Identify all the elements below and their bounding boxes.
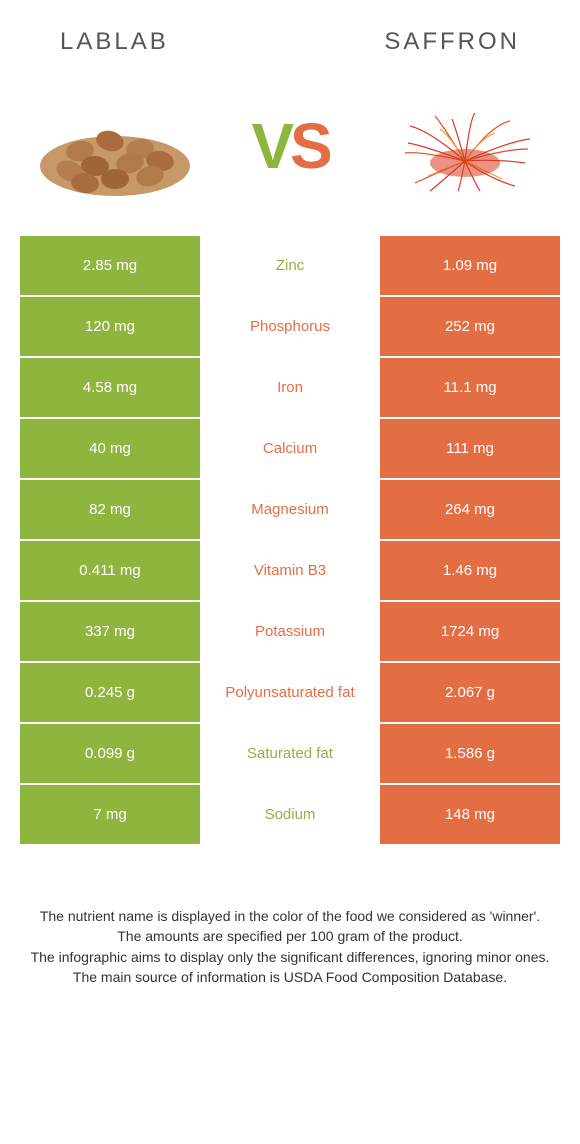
table-row: 120 mgPhosphorus252 mg <box>20 297 560 356</box>
comparison-table: 2.85 mgZinc1.09 mg120 mgPhosphorus252 mg… <box>0 236 580 844</box>
left-value-cell: 4.58 mg <box>20 358 200 417</box>
nutrient-label: Polyunsaturated fat <box>200 663 380 722</box>
left-value-cell: 7 mg <box>20 785 200 844</box>
table-row: 4.58 mgIron11.1 mg <box>20 358 560 417</box>
table-row: 337 mgPotassium1724 mg <box>20 602 560 661</box>
nutrient-label: Iron <box>200 358 380 417</box>
nutrient-label: Potassium <box>200 602 380 661</box>
right-food-image <box>380 86 550 206</box>
left-value-cell: 40 mg <box>20 419 200 478</box>
right-food-title: Saffron <box>384 28 520 56</box>
right-value-cell: 1.09 mg <box>380 236 560 295</box>
right-value-cell: 1.586 g <box>380 724 560 783</box>
vs-v: V <box>251 110 290 182</box>
right-value-cell: 2.067 g <box>380 663 560 722</box>
table-row: 40 mgCalcium111 mg <box>20 419 560 478</box>
right-value-cell: 252 mg <box>380 297 560 356</box>
header: Lablab Saffron <box>0 0 580 66</box>
right-value-cell: 1724 mg <box>380 602 560 661</box>
footnote-line: The main source of information is USDA F… <box>30 967 550 987</box>
table-row: 0.099 gSaturated fat1.586 g <box>20 724 560 783</box>
table-row: 0.245 gPolyunsaturated fat2.067 g <box>20 663 560 722</box>
nutrient-label: Magnesium <box>200 480 380 539</box>
left-food-title: Lablab <box>60 28 169 56</box>
right-value-cell: 1.46 mg <box>380 541 560 600</box>
right-value-cell: 264 mg <box>380 480 560 539</box>
nutrient-label: Sodium <box>200 785 380 844</box>
left-value-cell: 0.245 g <box>20 663 200 722</box>
right-value-cell: 11.1 mg <box>380 358 560 417</box>
table-row: 7 mgSodium148 mg <box>20 785 560 844</box>
table-row: 0.411 mgVitamin B31.46 mg <box>20 541 560 600</box>
vs-label: VS <box>251 109 328 183</box>
left-value-cell: 82 mg <box>20 480 200 539</box>
left-value-cell: 337 mg <box>20 602 200 661</box>
table-row: 2.85 mgZinc1.09 mg <box>20 236 560 295</box>
right-value-cell: 148 mg <box>380 785 560 844</box>
left-food-image <box>30 86 200 206</box>
nutrient-label: Vitamin B3 <box>200 541 380 600</box>
right-value-cell: 111 mg <box>380 419 560 478</box>
left-value-cell: 0.411 mg <box>20 541 200 600</box>
footnote-line: The nutrient name is displayed in the co… <box>30 906 550 926</box>
footnotes: The nutrient name is displayed in the co… <box>0 846 580 1007</box>
left-value-cell: 0.099 g <box>20 724 200 783</box>
left-value-cell: 120 mg <box>20 297 200 356</box>
footnote-line: The amounts are specified per 100 gram o… <box>30 926 550 946</box>
nutrient-label: Phosphorus <box>200 297 380 356</box>
table-row: 82 mgMagnesium264 mg <box>20 480 560 539</box>
nutrient-label: Calcium <box>200 419 380 478</box>
images-row: VS <box>0 66 580 236</box>
vs-s: S <box>290 110 329 182</box>
left-value-cell: 2.85 mg <box>20 236 200 295</box>
footnote-line: The infographic aims to display only the… <box>30 947 550 967</box>
nutrient-label: Zinc <box>200 236 380 295</box>
nutrient-label: Saturated fat <box>200 724 380 783</box>
